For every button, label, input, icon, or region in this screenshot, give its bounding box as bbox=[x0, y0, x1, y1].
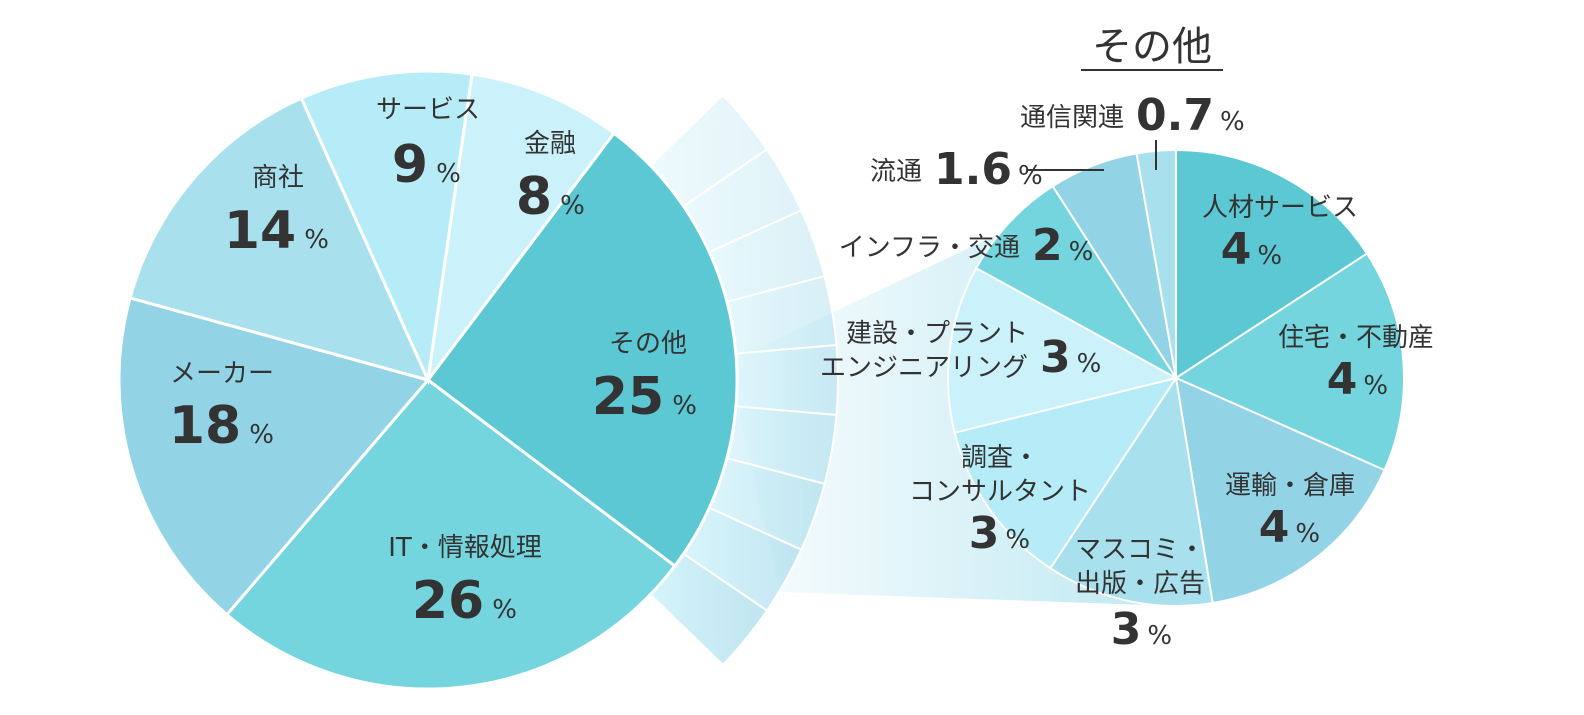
sub-slice bbox=[974, 184, 1177, 379]
main-slice-label: サービス bbox=[376, 95, 480, 125]
sub-slice bbox=[1173, 252, 1405, 472]
sub-slice-label: 出版・広告 bbox=[1075, 569, 1205, 599]
sub-slice-value: 4 bbox=[1259, 502, 1290, 553]
labels: その他 25 % IT・情報処理 26 % メーカー 18 % 商社 14 % サービス 9 % 金融 8% 人材… bbox=[169, 90, 1434, 655]
sub-slice-unit: % bbox=[1363, 371, 1388, 401]
main-slice-label: IT・情報処理 bbox=[388, 533, 542, 563]
main-slice-label: 金融 bbox=[524, 129, 576, 159]
sub-slice bbox=[1174, 376, 1386, 605]
sub-slice-value: 4 bbox=[1327, 354, 1358, 405]
sub-slice-value: 2 bbox=[1032, 220, 1063, 271]
main-slice bbox=[224, 377, 677, 691]
main-slice bbox=[128, 96, 431, 383]
main-slice bbox=[117, 296, 431, 617]
sub-slice-unit: % bbox=[1147, 621, 1172, 651]
sub-slice-label: 通信関連 bbox=[1020, 103, 1124, 133]
main-slice-value: 8 bbox=[516, 167, 552, 227]
main-slice bbox=[426, 72, 617, 381]
sub-slice-label: 調査・ bbox=[961, 443, 1039, 473]
sub-slice-unit: % bbox=[1018, 161, 1043, 191]
sub-slice-unit: % bbox=[1257, 241, 1282, 271]
sub-slice-value: 3 bbox=[1040, 332, 1071, 383]
sub-slice-unit: % bbox=[1077, 349, 1102, 379]
sub-slice-label: コンサルタント bbox=[909, 477, 1091, 507]
sub-slice-value: 1.6 bbox=[934, 144, 1012, 195]
sub-slice-label: 流通 bbox=[870, 157, 922, 187]
sub-slice-label: 住宅・不動産 bbox=[1278, 323, 1434, 353]
main-slice-value: 18 bbox=[169, 396, 241, 456]
sub-slice-label: エンジニアリング bbox=[820, 353, 1028, 383]
sub-slice bbox=[947, 266, 1179, 434]
sub-slice-value: 3 bbox=[969, 508, 1000, 559]
sub-slice-label: 建設・プラント bbox=[846, 319, 1028, 349]
main-slice-value: 26 bbox=[412, 571, 484, 631]
main-slice-unit: % bbox=[304, 225, 329, 255]
main-pie bbox=[117, 69, 739, 691]
main-slice-unit: % bbox=[672, 391, 697, 421]
sub-pie bbox=[947, 148, 1405, 608]
sub-slice-value: 4 bbox=[1221, 224, 1252, 275]
sub-slice-value: 0.7 bbox=[1136, 90, 1214, 141]
sub-slice-unit: % bbox=[1005, 525, 1030, 555]
sub-slice-label: インフラ・交通 bbox=[839, 233, 1020, 263]
main-slice-value: 9 bbox=[392, 135, 428, 195]
main-slice-label: 商社 bbox=[252, 163, 304, 193]
main-slice-label: メーカー bbox=[170, 359, 274, 389]
main-slice-unit: % bbox=[249, 420, 274, 450]
main-slice-value: 14 bbox=[224, 201, 296, 261]
main-slice-unit: % bbox=[436, 159, 461, 189]
main-slice-unit: % bbox=[492, 595, 517, 625]
sub-slice-unit: % bbox=[1220, 107, 1245, 137]
sub-slice-unit: % bbox=[1295, 519, 1320, 549]
sub-pie-title: その他 bbox=[1092, 24, 1212, 70]
sub-slice-unit: % bbox=[1069, 237, 1094, 267]
main-slice-value: 25 bbox=[592, 367, 664, 427]
sub-slice-label: 人材サービス bbox=[1202, 193, 1358, 223]
main-slice-unit: % bbox=[560, 191, 585, 221]
sub-slice bbox=[953, 376, 1179, 570]
sub-slice-value: 3 bbox=[1111, 604, 1142, 655]
main-slice-label: その他 bbox=[609, 329, 687, 359]
sub-slice bbox=[1175, 148, 1369, 380]
sub-slice-label: マスコミ・ bbox=[1075, 535, 1205, 565]
sub-slice-label: 運輸・倉庫 bbox=[1225, 471, 1355, 501]
sub-slice bbox=[1048, 375, 1214, 608]
main-slice bbox=[425, 131, 739, 569]
main-slice bbox=[299, 69, 474, 386]
